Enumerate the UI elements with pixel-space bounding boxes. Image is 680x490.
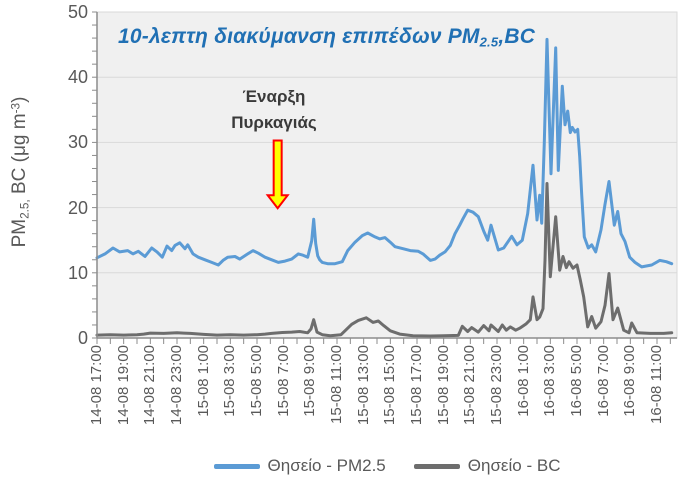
x-tick-label-1: 14-08 19:00 (114, 345, 132, 426)
x-tick-label-13: 15-08 19:00 (434, 345, 452, 426)
chart-title: 10-λεπτη διακύμανση επιπέδων PM2.5,BC (118, 25, 535, 50)
bc-legend-line-icon (413, 463, 460, 469)
x-tick-label-14: 15-08 21:00 (461, 345, 479, 426)
fire-start-annotation-line1: Έναρξη (242, 87, 306, 106)
y-axis-title-superscript: -3 (9, 102, 23, 114)
x-tick-label-3: 14-08 23:00 (168, 345, 185, 426)
chart-title-suffix: ,BC (498, 25, 536, 48)
fire-start-annotation-line2: Πυρκαγιάς (231, 113, 317, 132)
y-axis-title-prefix: PM (9, 218, 30, 248)
y-axis-title-close: ) (9, 96, 30, 103)
x-tick-label-9: 15-08 11:00 (328, 345, 345, 424)
plot-area (97, 12, 677, 338)
chart-title-subscript: 2.5 (479, 34, 499, 50)
legend-item-bc: Θησείο - BC (413, 456, 561, 476)
bc-legend-label: Θησείο - BC (467, 456, 561, 475)
x-tick-label-4: 15-08 1:00 (194, 345, 212, 417)
x-tick-label-11: 15-08 15:00 (381, 345, 399, 426)
x-tick-label-6: 15-08 5:00 (248, 345, 265, 417)
x-tick-label-8: 15-08 9:00 (301, 345, 319, 417)
x-tick-label-12: 15-08 17:00 (408, 345, 425, 426)
x-tick-label-0: 14-08 17:00 (88, 345, 105, 426)
bc-series-line (95, 182, 674, 338)
y-tick-label-50: 50 (67, 2, 88, 22)
y-axis-title: PM2.5, BC (μg m-3) (9, 7, 35, 337)
x-tick-label-19: 16-08 7:00 (594, 345, 612, 417)
x-tick-label-18: 16-08 5:00 (568, 345, 585, 417)
x-tick-label-16: 16-08 1:00 (514, 345, 532, 417)
fire-start-annotation: Έναρξη Πυρκαγιάς (184, 84, 364, 136)
x-tick-label-5: 15-08 3:00 (221, 345, 239, 417)
chart-legend: Θησείο - PM2.5 Θησείο - BC (97, 456, 677, 476)
legend-item-pm25: Θησείο - PM2.5 (213, 456, 386, 476)
y-axis-title-subscript: 2.5, (18, 199, 32, 219)
x-tick-label-2: 14-08 21:00 (141, 345, 159, 426)
y-tick-label-10: 10 (67, 262, 88, 283)
x-tick-label-7: 15-08 7:00 (274, 345, 292, 417)
fire-start-arrow-icon (265, 139, 290, 210)
x-tick-label-20: 16-08 9:00 (621, 345, 639, 417)
pm25-legend-line-icon (213, 463, 260, 469)
y-tick-label-20: 20 (67, 197, 88, 218)
x-tick-label-21: 16-08 11:00 (648, 345, 665, 424)
y-tick-label-0: 0 (77, 328, 88, 348)
x-tick-label-17: 16-08 3:00 (541, 345, 559, 417)
pm25-legend-label: Θησείο - PM2.5 (267, 456, 386, 475)
x-tick-label-10: 15-08 13:00 (354, 345, 372, 426)
y-tick-label-30: 30 (67, 132, 88, 153)
chart-title-prefix: 10-λεπτη διακύμανση επιπέδων PM (118, 25, 480, 48)
pm25-series-line (95, 37, 674, 269)
y-axis-title-mid: BC (μg m (9, 113, 30, 200)
y-tick-label-40: 40 (67, 67, 88, 88)
x-tick-label-15: 15-08 23:00 (488, 345, 505, 426)
